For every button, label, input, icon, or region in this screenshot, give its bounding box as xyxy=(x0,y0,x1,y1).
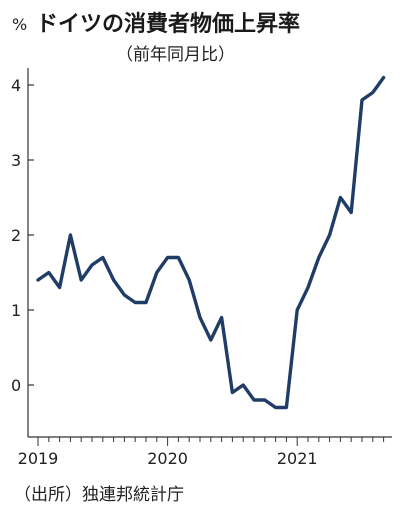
source-note: （出所）独連邦統計庁 xyxy=(14,485,184,505)
chart-subtitle: （前年同月比） xyxy=(116,45,235,65)
series-line xyxy=(36,75,386,410)
data-point xyxy=(101,256,104,259)
y-unit-label: % xyxy=(12,15,27,34)
data-point xyxy=(371,91,374,94)
x-tick-label: 2021 xyxy=(277,449,318,468)
x-tick-label: 2020 xyxy=(147,449,188,468)
data-point xyxy=(80,279,83,282)
data-point xyxy=(361,99,364,102)
y-tick-label: 2 xyxy=(11,226,21,245)
chart-title: ドイツの消費者物価上昇率 xyxy=(36,12,301,37)
y-tick-label: 0 xyxy=(11,376,21,395)
x-tick-label: 2019 xyxy=(18,449,59,468)
data-point xyxy=(37,279,40,282)
data-point xyxy=(274,406,277,409)
data-point xyxy=(155,271,158,274)
data-point xyxy=(166,256,169,259)
data-point xyxy=(220,316,223,319)
data-point xyxy=(134,301,137,304)
data-point xyxy=(307,286,310,289)
data-point xyxy=(231,391,234,394)
data-point xyxy=(317,256,320,259)
data-point xyxy=(112,279,115,282)
data-point xyxy=(145,301,148,304)
data-point xyxy=(123,294,126,297)
data-point xyxy=(339,196,342,199)
chart-axes: % 0 1 2 3 4 2019 2020 2021 xyxy=(11,15,392,468)
y-tick-label: 1 xyxy=(11,301,21,320)
data-point xyxy=(188,279,191,282)
data-point xyxy=(296,309,299,312)
data-point xyxy=(328,234,331,237)
data-point xyxy=(242,384,245,387)
data-point xyxy=(253,399,256,402)
y-tick-label: 3 xyxy=(11,151,21,170)
data-point xyxy=(69,234,72,237)
data-point xyxy=(47,271,50,274)
data-point xyxy=(382,76,385,79)
y-tick-label: 4 xyxy=(11,76,21,95)
data-point xyxy=(199,316,202,319)
data-point xyxy=(263,399,266,402)
data-point xyxy=(91,264,94,267)
data-point xyxy=(177,256,180,259)
data-point xyxy=(58,286,61,289)
data-point xyxy=(209,339,212,342)
data-point xyxy=(350,211,353,214)
data-point xyxy=(285,406,288,409)
chart-marks xyxy=(36,75,386,410)
